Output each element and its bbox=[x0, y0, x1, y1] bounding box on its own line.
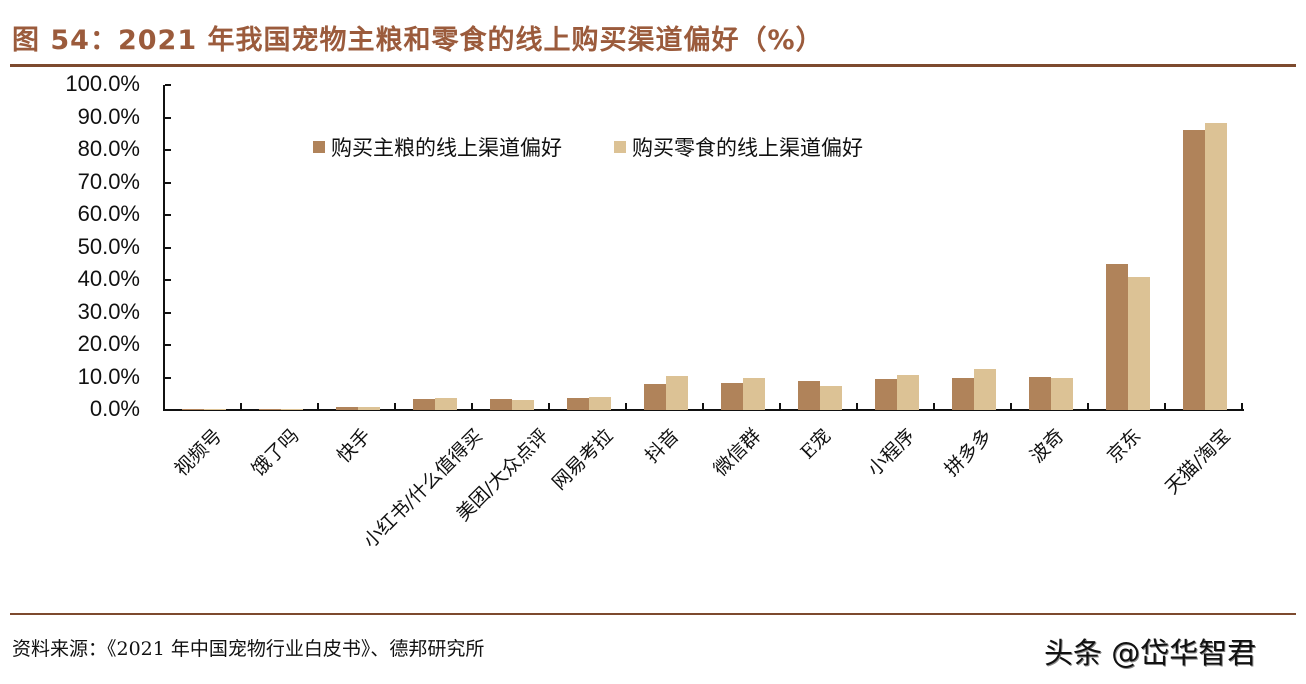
bar-main-food bbox=[567, 397, 589, 410]
x-tick-label: 网易考拉 bbox=[547, 424, 618, 495]
y-tick bbox=[165, 376, 171, 379]
bar-main-food bbox=[182, 409, 204, 410]
y-tick-label: 100.0% bbox=[65, 71, 140, 96]
x-tick bbox=[779, 403, 781, 410]
chart-legend: 购买主粮的线上渠道偏好 购买零食的线上渠道偏好 bbox=[313, 132, 915, 162]
chart-title: 图 54：2021 年我国宠物主粮和零食的线上购买渠道偏好（%） bbox=[12, 25, 824, 56]
bar-main-food bbox=[336, 407, 358, 410]
x-axis bbox=[163, 409, 1244, 411]
x-tick bbox=[240, 403, 242, 410]
x-tick bbox=[1241, 403, 1243, 410]
y-tick-label: 0.0% bbox=[89, 396, 140, 421]
x-tick bbox=[856, 403, 858, 410]
y-tick-label: 30.0% bbox=[77, 298, 140, 324]
bar-snack bbox=[1051, 377, 1073, 410]
bar-snack bbox=[512, 399, 534, 410]
x-tick-label: 饿了吗 bbox=[247, 424, 304, 481]
legend-label-main-food: 购买主粮的线上渠道偏好 bbox=[331, 136, 562, 160]
bar-main-food bbox=[1183, 129, 1205, 410]
x-tick bbox=[933, 403, 935, 410]
y-axis bbox=[163, 85, 165, 411]
bar-snack bbox=[897, 375, 919, 410]
bar-snack bbox=[666, 375, 688, 410]
bar-main-food bbox=[644, 384, 666, 410]
x-tick bbox=[1087, 403, 1089, 410]
y-tick-label: 20.0% bbox=[77, 331, 140, 356]
x-tick bbox=[1010, 403, 1012, 410]
y-tick bbox=[165, 279, 171, 281]
legend-item-snack: 购买零食的线上渠道偏好 bbox=[614, 132, 863, 162]
legend-label-snack: 购买零食的线上渠道偏好 bbox=[632, 136, 863, 160]
chart-plot-area: 0.0% 10.0% 20.0% 30.0% 40.0% 50.0% 60.0% 70.0% 8… bbox=[65, 71, 1244, 552]
bar-snack bbox=[204, 409, 226, 410]
x-tick bbox=[625, 403, 627, 410]
y-tick bbox=[165, 84, 171, 86]
legend-item-main-food: 购买主粮的线上渠道偏好 bbox=[313, 132, 562, 162]
y-tick-label: 40.0% bbox=[77, 266, 140, 291]
x-tick bbox=[471, 403, 473, 410]
legend-swatch-main-food bbox=[313, 141, 325, 153]
y-tick bbox=[165, 311, 171, 314]
x-tick bbox=[394, 403, 396, 410]
bar-snack bbox=[358, 406, 380, 410]
bar-main-food bbox=[721, 383, 743, 410]
bar-main-food bbox=[1029, 377, 1051, 410]
x-tick bbox=[1164, 403, 1166, 410]
x-tick-label: 小程序 bbox=[863, 424, 920, 481]
y-tick-label: 70.0% bbox=[77, 168, 140, 194]
x-tick-label: 波奇 bbox=[1025, 424, 1068, 468]
bar-main-food bbox=[1106, 263, 1128, 410]
y-tick bbox=[165, 149, 171, 151]
bar-snack bbox=[974, 369, 996, 410]
y-tick-label: 90.0% bbox=[77, 103, 140, 129]
watermark: 头条 @岱华智君 bbox=[1044, 636, 1257, 670]
x-tick-label: E宠 bbox=[796, 424, 836, 464]
bar-main-food bbox=[798, 381, 820, 410]
y-tick-label: 60.0% bbox=[77, 201, 140, 226]
y-tick bbox=[165, 214, 171, 216]
source-note: 资料来源：《2021 年中国宠物行业白皮书》、德邦研究所 bbox=[12, 638, 485, 660]
bar-snack bbox=[1128, 277, 1150, 410]
bar-main-food bbox=[413, 398, 435, 410]
y-tick-label: 50.0% bbox=[77, 233, 140, 259]
bar-main-food bbox=[952, 377, 974, 410]
bar-main-food bbox=[875, 379, 897, 410]
title-rule bbox=[10, 64, 1296, 67]
x-tick-label: 拼多多 bbox=[940, 424, 997, 481]
x-tick-label: 微信群 bbox=[709, 424, 766, 481]
footer-rule bbox=[10, 613, 1296, 615]
bar-main-food bbox=[259, 409, 281, 410]
y-tick bbox=[165, 409, 171, 411]
bar-snack bbox=[1205, 123, 1227, 410]
x-tick-label: 京东 bbox=[1102, 424, 1145, 468]
y-tick-label: 10.0% bbox=[77, 363, 140, 389]
x-tick bbox=[317, 403, 319, 410]
y-tick bbox=[165, 181, 171, 184]
bar-snack bbox=[743, 377, 765, 410]
bar-snack bbox=[281, 409, 303, 410]
legend-swatch-snack bbox=[614, 141, 626, 153]
x-tick bbox=[548, 403, 550, 410]
bar-snack bbox=[435, 398, 457, 410]
y-tick bbox=[165, 344, 171, 346]
y-tick bbox=[165, 246, 171, 249]
bar-snack bbox=[589, 396, 611, 410]
x-tick-label: 天猫/淘宝 bbox=[1161, 424, 1235, 499]
x-tick-label: 快手 bbox=[332, 424, 375, 468]
x-tick-label: 抖音 bbox=[640, 424, 683, 468]
y-tick-label: 80.0% bbox=[77, 136, 140, 161]
y-tick bbox=[165, 116, 171, 119]
x-tick bbox=[702, 403, 704, 410]
x-tick-label: 视频号 bbox=[170, 424, 227, 481]
bar-snack bbox=[820, 385, 842, 410]
bar-main-food bbox=[490, 399, 512, 410]
